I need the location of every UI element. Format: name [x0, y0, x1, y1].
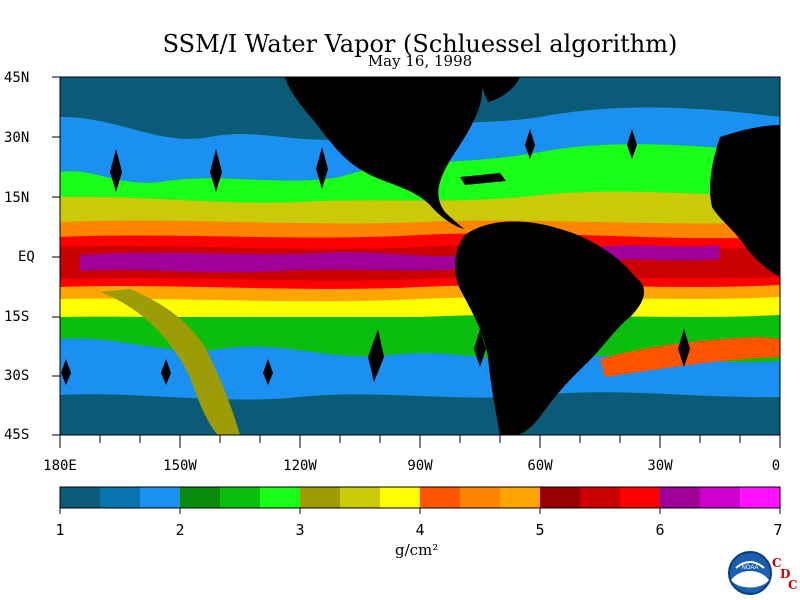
lat-label: 45N: [4, 70, 30, 86]
colorbar-swatch: [220, 487, 261, 508]
map-frame: [59, 76, 781, 436]
colorbar-swatch: [180, 487, 221, 508]
data-gap-swath: [525, 129, 535, 159]
vapor-field-yellow-north: [60, 191, 780, 227]
vapor-field-magenta-core: [80, 252, 460, 273]
colorbar-swatch: [580, 487, 621, 508]
data-gap-swath: [161, 359, 171, 385]
water-vapor-map: [60, 77, 780, 435]
colorbar-swatch: [660, 487, 701, 508]
colorbar-unit: g/cm²: [395, 541, 439, 559]
colorbar-tick-label: 5: [535, 521, 545, 539]
lon-label: 120W: [283, 458, 317, 474]
data-gap-swath: [210, 149, 222, 192]
lat-label: 45S: [4, 427, 30, 443]
lon-label: 0: [771, 458, 781, 474]
vapor-field-south-atlantic: [600, 337, 780, 377]
colorbar-swatch: [300, 487, 341, 508]
north-america-landmass: [285, 77, 483, 229]
vapor-field-south-blue: [60, 338, 780, 400]
colorbar-tick-label: 2: [175, 521, 185, 539]
lon-label: 150W: [163, 458, 197, 474]
lon-label: 30W: [647, 458, 673, 474]
lon-label: 60W: [527, 458, 553, 474]
colorbar: [59, 486, 781, 509]
vapor-field-spcz: [100, 289, 240, 435]
colorbar-tick-label: 6: [655, 521, 665, 539]
colorbar-swatch: [740, 487, 781, 508]
data-gap-swath: [678, 329, 690, 367]
vapor-field-magenta-east: [600, 245, 720, 261]
cdc-letter: C: [772, 556, 782, 570]
colorbar-swatch: [260, 487, 301, 508]
south-america-landmass: [455, 221, 645, 435]
lat-label: EQ: [18, 249, 35, 265]
data-gap-swath: [110, 149, 122, 192]
colorbar-swatch: [620, 487, 661, 508]
colorbar-swatch: [340, 487, 381, 508]
colorbar-tick-label: 7: [773, 521, 783, 539]
noaa-logo: NOAA: [728, 551, 772, 595]
colorbar-swatch: [380, 487, 421, 508]
greenland-coast: [480, 77, 520, 102]
africa-landmass: [710, 125, 780, 277]
data-gap-swath: [368, 329, 384, 382]
lon-label: 90W: [407, 458, 433, 474]
lat-label: 30S: [4, 368, 30, 384]
noaa-text: NOAA: [741, 565, 758, 571]
data-gap-swath: [474, 329, 486, 367]
lon-label: 180E: [43, 458, 77, 474]
colorbar-swatch: [700, 487, 741, 508]
data-gap-swath: [61, 359, 71, 385]
colorbar-tick-label: 1: [55, 521, 65, 539]
map-title: SSM/I Water Vapor (Schluessel algorithm): [162, 30, 678, 58]
colorbar-swatch: [500, 487, 541, 508]
data-gap-swath: [627, 129, 637, 159]
colorbar-swatch: [420, 487, 461, 508]
lat-label: 30N: [4, 130, 30, 146]
lat-label: 15N: [4, 190, 30, 206]
map-date: May 16, 1998: [367, 52, 473, 70]
lon-ticks: [59, 435, 781, 448]
colorbar-swatch: [100, 487, 141, 508]
vapor-field-orange-north: [60, 220, 780, 239]
colorbar-tick-label: 4: [415, 521, 425, 539]
colorbar-swatch: [540, 487, 581, 508]
cdc-letter: C: [788, 578, 798, 592]
colorbar-swatch: [60, 487, 101, 508]
caribbean-islands: [460, 173, 506, 185]
data-gap-swath: [316, 147, 328, 189]
colorbar-ticks: [59, 508, 781, 514]
lat-ticks: [52, 76, 60, 436]
lat-label: 15S: [4, 309, 30, 325]
colorbar-swatch: [140, 487, 181, 508]
cdc-letter: D: [780, 567, 791, 581]
vapor-field-south-dry: [60, 392, 780, 435]
colorbar-tick-label: 3: [295, 521, 305, 539]
colorbar-swatch: [460, 487, 501, 508]
data-gap-swath: [263, 359, 273, 385]
